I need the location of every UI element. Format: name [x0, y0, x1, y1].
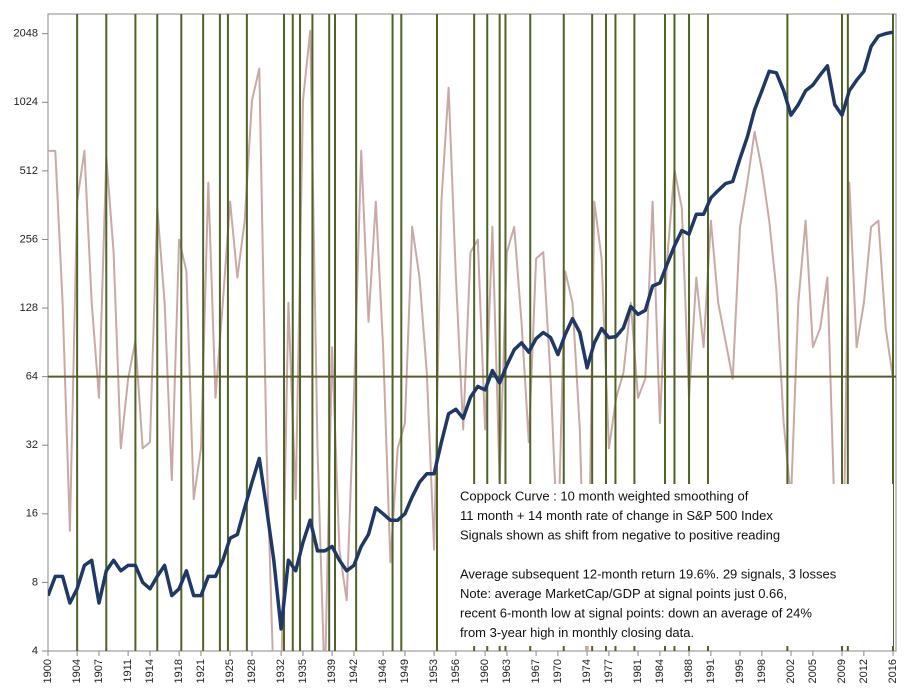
x-tick-label: 1963: [501, 659, 513, 683]
y-tick-label: 256: [20, 233, 38, 245]
x-tick-label: 1988: [683, 659, 695, 683]
x-tick-label: 1970: [552, 659, 564, 683]
annotation-line: 11 month + 14 month rate of change in S&…: [460, 508, 773, 523]
x-tick-label: 1935: [297, 659, 309, 683]
x-tick-label: 1953: [428, 659, 440, 683]
x-tick-label: 1995: [734, 659, 746, 683]
x-tick-label: 2016: [887, 659, 899, 683]
x-tick-label: 2012: [858, 659, 870, 683]
x-tick-label: 1946: [377, 659, 389, 683]
plot-layer: [48, 14, 896, 651]
x-tick-label: 1904: [71, 659, 83, 683]
x-tick-label: 1974: [581, 659, 593, 683]
y-tick-label: 32: [26, 439, 38, 451]
x-tick-label: 1942: [348, 659, 360, 683]
x-tick-label: 1956: [450, 659, 462, 683]
annotation-box: [455, 484, 893, 646]
y-tick-label: 1024: [14, 96, 38, 108]
index-line: [48, 30, 894, 631]
x-tick-label: 1977: [603, 659, 615, 683]
x-tick-label: 1984: [654, 659, 666, 683]
y-tick-label: 16: [26, 508, 38, 520]
x-tick-label: 1921: [195, 659, 207, 683]
x-tick-label: 1939: [326, 659, 338, 683]
annotation-line: recent 6-month low at signal points: dow…: [460, 605, 812, 620]
x-tick-label: 1998: [756, 659, 768, 683]
x-tick-label: 1914: [144, 659, 156, 683]
x-tick-label: 1960: [479, 659, 491, 683]
x-tick-label: 1911: [122, 659, 134, 683]
x-tick-label: 1900: [42, 659, 54, 683]
y-tick-label: 512: [20, 165, 38, 177]
x-tick-label: 2009: [836, 659, 848, 683]
x-tick-label: 2002: [785, 659, 797, 683]
x-tick-label: 1981: [632, 659, 644, 683]
x-tick-label: 1918: [173, 659, 185, 683]
y-tick-label: 128: [20, 302, 38, 314]
annotation-line: Signals shown as shift from negative to …: [460, 527, 780, 542]
y-tick-label: 64: [26, 371, 38, 383]
annotation-line: Coppock Curve : 10 month weighted smooth…: [460, 488, 749, 503]
x-tick-label: 1928: [246, 659, 258, 683]
annotation-line: Note: average MarketCap/GDP at signal po…: [460, 586, 787, 601]
coppock-line: [48, 29, 894, 651]
y-tick-label: 2048: [14, 28, 38, 40]
annotation-line: Average subsequent 12-month return 19.6%…: [460, 566, 837, 581]
annotation-line: from 3-year high in monthly closing data…: [460, 625, 694, 640]
x-tick-label: 2005: [807, 659, 819, 683]
x-tick-label: 1925: [224, 659, 236, 683]
y-tick-label: 4: [32, 645, 38, 657]
x-tick-label: 1932: [275, 659, 287, 683]
x-tick-label: 1907: [93, 659, 105, 683]
x-tick-label: 1949: [399, 659, 411, 683]
x-tick-label: 1967: [530, 659, 542, 683]
y-tick-label: 8: [32, 576, 38, 588]
x-tick-label: 1991: [705, 659, 717, 683]
